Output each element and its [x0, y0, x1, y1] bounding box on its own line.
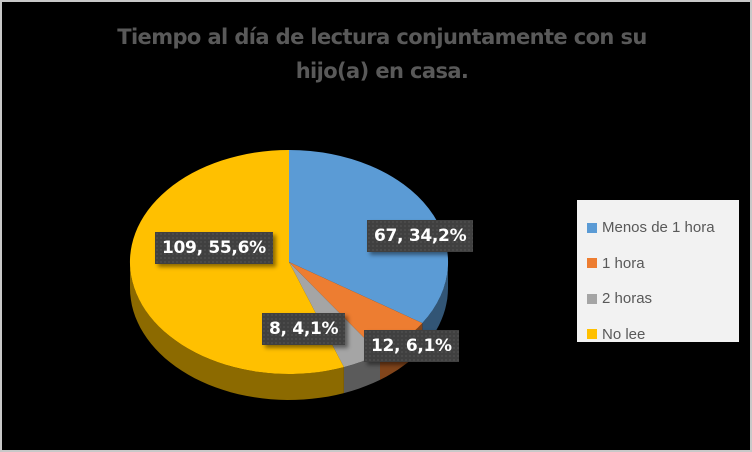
legend-label: 1 hora — [602, 254, 645, 272]
legend-swatch-gray — [587, 293, 597, 304]
chart-title-line2: hijo(a) en casa. — [295, 59, 469, 83]
legend-item-2-horas: 2 horas — [587, 281, 739, 317]
chart-title-line1: Tiempo al día de lectura conjuntamente c… — [117, 25, 647, 49]
legend-label: 2 horas — [602, 290, 653, 308]
legend-item-1-hora: 1 hora — [587, 246, 739, 282]
chart-title: Tiempo al día de lectura conjuntamente c… — [62, 20, 702, 88]
data-label-1-hora: 12, 6,1% — [364, 330, 459, 362]
legend-label: Menos de 1 hora — [602, 219, 715, 237]
chart-legend: Menos de 1 hora 1 hora 2 horas No lee — [577, 200, 739, 343]
legend-item-no-lee: No lee — [587, 317, 739, 353]
legend-swatch-yellow — [587, 329, 597, 340]
data-label-menos-1-hora: 67, 34,2% — [367, 220, 474, 252]
data-label-2-horas: 8, 4,1% — [262, 313, 346, 345]
legend-item-menos-1-hora: Menos de 1 hora — [587, 210, 739, 246]
legend-swatch-blue — [587, 222, 597, 233]
legend-swatch-orange — [587, 258, 597, 269]
legend-label: No lee — [602, 325, 646, 343]
data-label-no-lee: 109, 55,6% — [155, 232, 273, 264]
